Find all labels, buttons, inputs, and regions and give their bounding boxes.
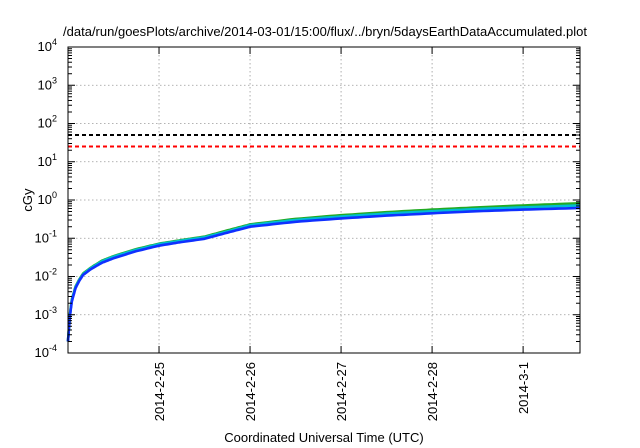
y-tick-base: 10	[35, 230, 49, 245]
y-tick-base: 10	[38, 39, 52, 54]
y-tick-base: 10	[35, 345, 49, 360]
x-tick-label: 2014-2-26	[243, 362, 258, 421]
y-tick-label: 100	[38, 190, 57, 207]
series-line	[66, 202, 581, 342]
x-tick-label: 2014-2-25	[152, 362, 167, 421]
chart-title: /data/run/goesPlots/archive/2014-03-01/1…	[63, 24, 587, 39]
y-tick-exponent: -2	[49, 267, 57, 277]
y-tick-label: 10-2	[35, 267, 57, 284]
y-axis-label: cGy	[20, 188, 35, 212]
y-tick-label: 10-1	[35, 228, 57, 245]
y-tick-base: 10	[38, 192, 52, 207]
axis-ticks: 10-410-310-210-11001011021031042014-2-25…	[35, 37, 580, 421]
plot-frame	[67, 46, 581, 354]
reference-lines	[68, 134, 580, 148]
data-series	[66, 202, 581, 342]
y-tick-exponent: 3	[52, 75, 57, 85]
y-tick-base: 10	[38, 77, 52, 92]
x-axis-label: Coordinated Universal Time (UTC)	[224, 430, 423, 445]
y-tick-label: 10-4	[35, 343, 57, 360]
y-tick-base: 10	[38, 154, 52, 169]
grid-lines	[68, 46, 580, 354]
y-tick-exponent: 2	[52, 114, 57, 124]
y-tick-label: 104	[38, 37, 57, 54]
y-tick-exponent: 0	[52, 190, 57, 200]
y-tick-label: 101	[38, 152, 57, 169]
y-tick-exponent: 4	[52, 37, 57, 47]
y-tick-base: 10	[35, 307, 49, 322]
x-tick-label: 2014-2-27	[334, 362, 349, 421]
y-tick-label: 103	[38, 75, 57, 92]
y-tick-exponent: -1	[49, 228, 57, 238]
y-tick-exponent: 1	[52, 152, 57, 162]
y-tick-exponent: -4	[49, 343, 57, 353]
y-tick-label: 102	[38, 114, 57, 131]
y-tick-exponent: -3	[49, 305, 57, 315]
series-line	[66, 204, 581, 342]
y-tick-label: 10-3	[35, 305, 57, 322]
x-tick-label: 2014-3-1	[516, 362, 531, 414]
series-line	[66, 206, 581, 342]
y-tick-base: 10	[38, 116, 52, 131]
x-tick-label: 2014-2-28	[425, 362, 440, 421]
y-tick-base: 10	[35, 269, 49, 284]
